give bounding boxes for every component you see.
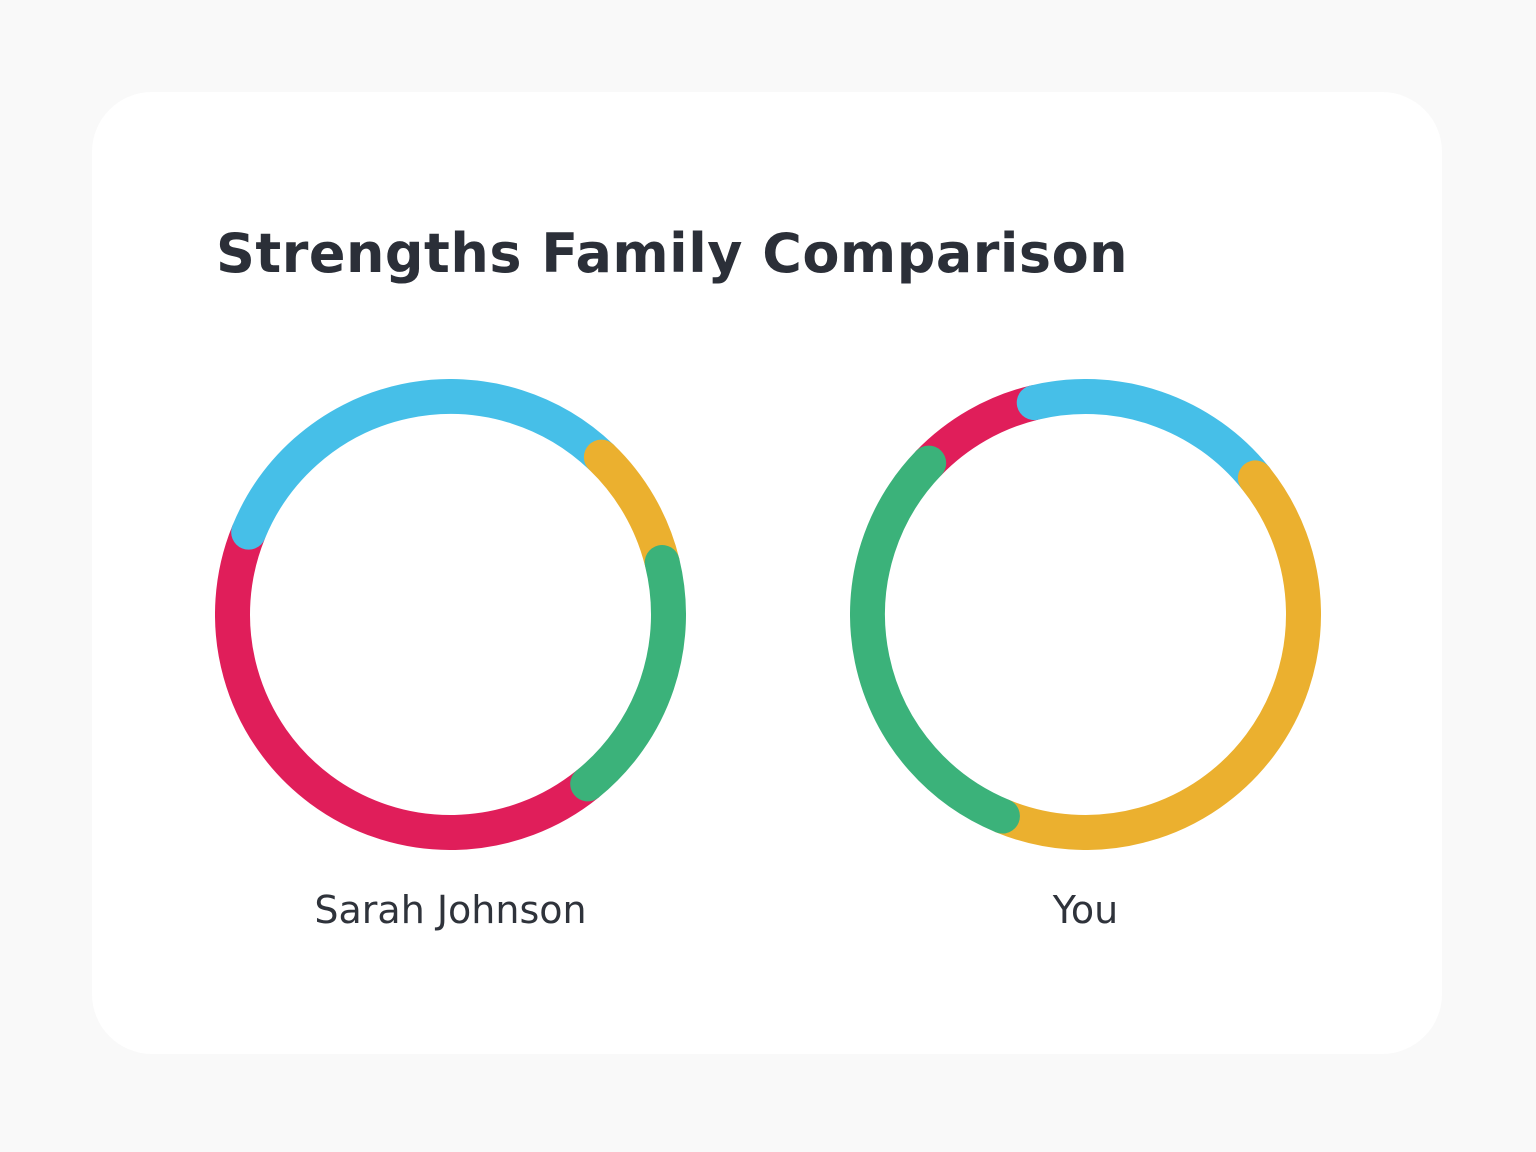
donut-segment [850,445,1020,834]
donut-ring [215,379,686,850]
donut-segment [231,379,619,550]
chart-label: Sarah Johnson [314,888,587,932]
donut-chart [215,379,686,850]
card [92,92,1442,1054]
page-title: Strengths Family Comparison [216,222,1129,285]
donut-segment [984,460,1321,850]
donut-ring [850,379,1321,850]
donut-segment [1016,379,1273,496]
donut-segment [570,544,686,802]
chart-label: You [1052,888,1119,932]
donut-chart [850,379,1321,850]
donut-segment [215,514,606,850]
